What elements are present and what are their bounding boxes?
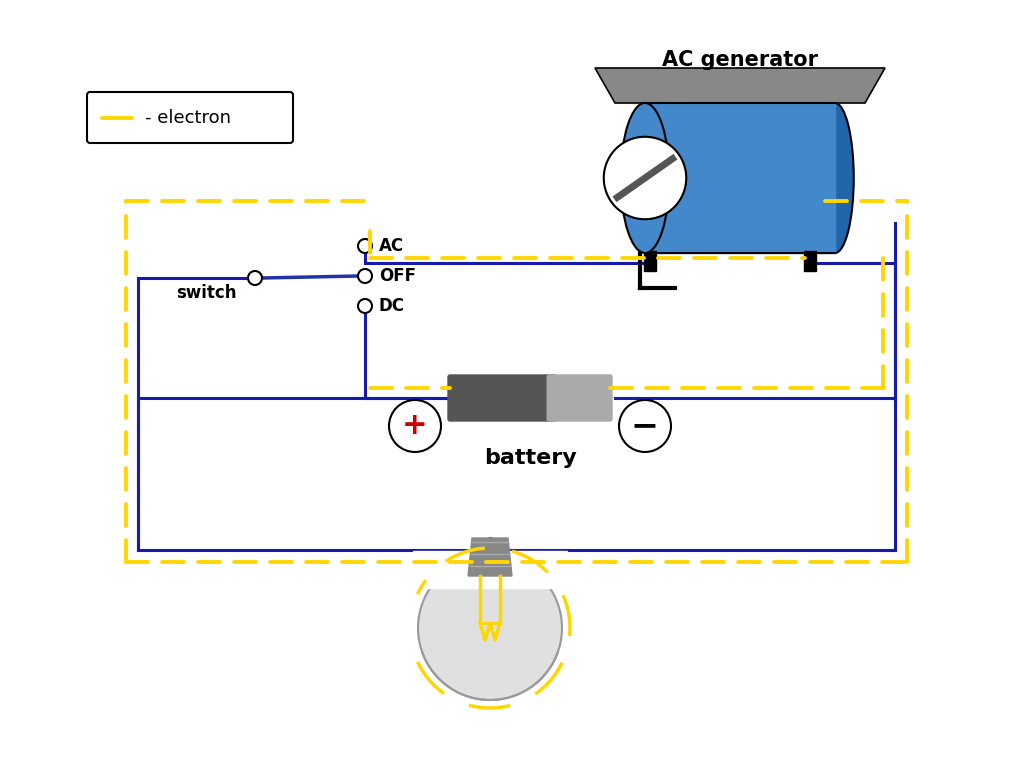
FancyBboxPatch shape: [449, 375, 556, 421]
Text: DC: DC: [379, 297, 406, 315]
Polygon shape: [595, 68, 885, 103]
Text: AC: AC: [379, 237, 404, 255]
FancyBboxPatch shape: [547, 375, 612, 421]
Circle shape: [618, 400, 671, 452]
Text: switch: switch: [176, 284, 237, 302]
Circle shape: [389, 400, 441, 452]
Ellipse shape: [621, 103, 670, 253]
Polygon shape: [413, 551, 567, 588]
Circle shape: [604, 137, 686, 219]
Text: - electron: - electron: [145, 109, 231, 127]
Ellipse shape: [816, 103, 854, 253]
Text: battery: battery: [483, 448, 577, 468]
Circle shape: [358, 299, 372, 313]
Bar: [645, 103, 835, 253]
Bar: [804, 251, 816, 271]
Circle shape: [248, 271, 262, 285]
Bar: [644, 251, 656, 271]
FancyBboxPatch shape: [87, 92, 293, 143]
Circle shape: [358, 239, 372, 253]
Text: OFF: OFF: [379, 267, 416, 285]
Circle shape: [418, 556, 562, 700]
Text: AC generator: AC generator: [662, 50, 818, 70]
Text: −: −: [631, 409, 659, 442]
Text: +: +: [402, 412, 428, 441]
Circle shape: [358, 269, 372, 283]
Polygon shape: [468, 538, 512, 576]
